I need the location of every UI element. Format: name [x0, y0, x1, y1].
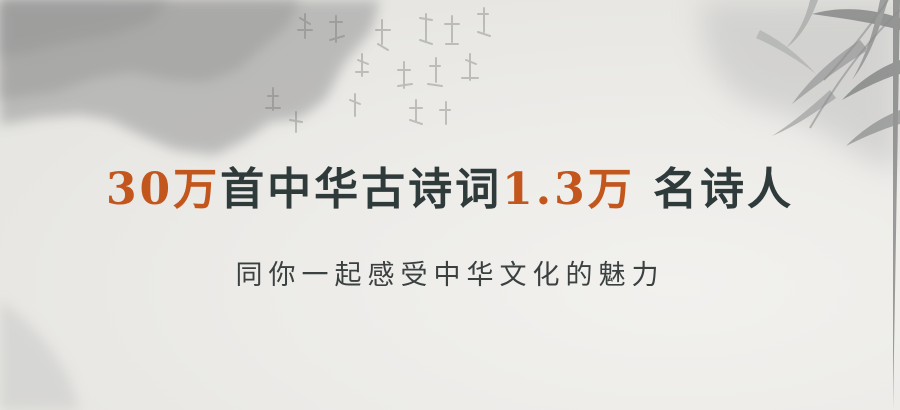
bamboo-leaves [756, 0, 900, 410]
headline: 30万首中华古诗词1.3万 名诗人 [0, 158, 900, 222]
tagline: 同你一起感受中华文化的魅力 [235, 260, 665, 291]
ink-cloud-right [700, 0, 900, 170]
poets-count: 1.3万 [502, 164, 635, 215]
poems-count: 30万 [105, 164, 221, 215]
bamboo-stems [809, 0, 900, 129]
poets-label: 名诗人 [653, 164, 795, 215]
ink-wash-bottom-left [0, 300, 80, 410]
ink-mountain-top-left [0, 0, 380, 155]
faint-calligraphy-texture [265, 7, 491, 133]
poems-label: 首中华古诗词 [220, 164, 503, 215]
